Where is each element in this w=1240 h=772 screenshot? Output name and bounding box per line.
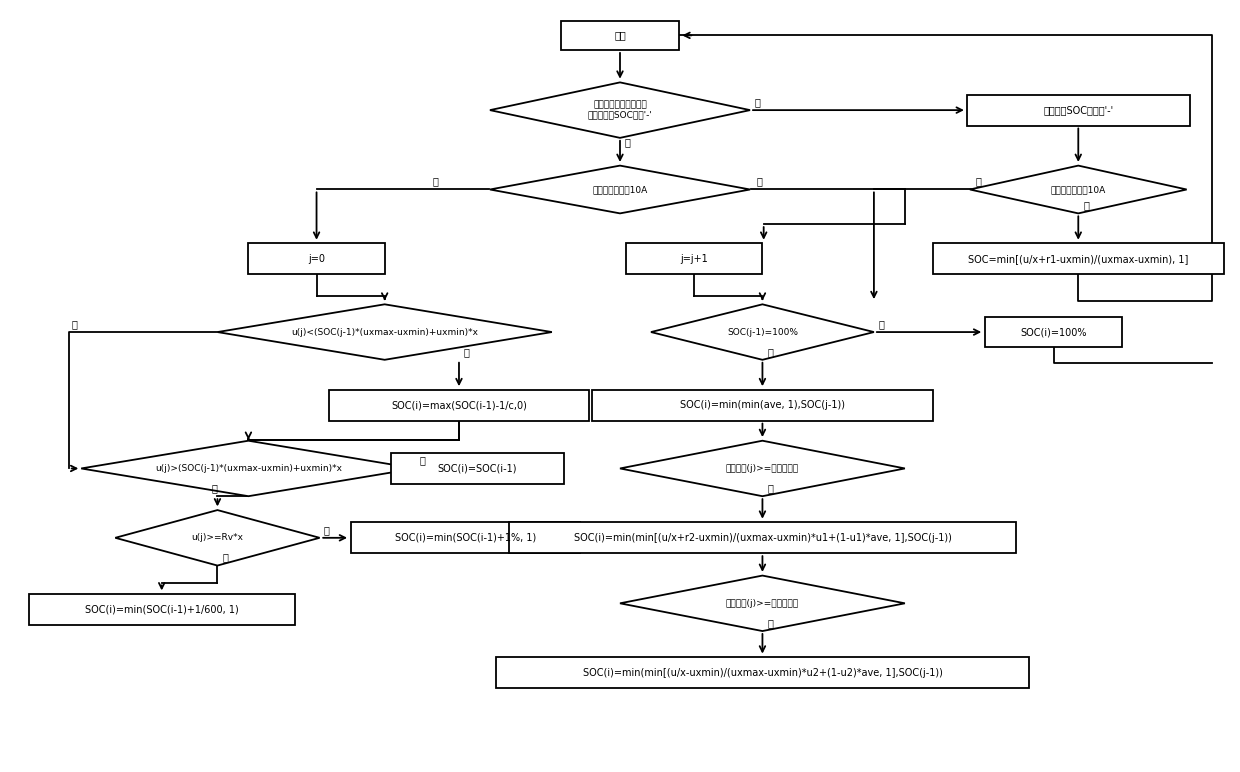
FancyBboxPatch shape [986,317,1122,347]
Polygon shape [651,304,874,360]
Text: 累加次数(j)>=第二阈段值: 累加次数(j)>=第二阈段值 [725,599,799,608]
Text: u(j)>=Rv*x: u(j)>=Rv*x [191,533,243,542]
Text: 是: 是 [756,177,763,186]
Polygon shape [490,166,750,213]
Text: 是: 是 [464,347,470,357]
Text: 是: 是 [755,97,761,107]
Polygon shape [81,441,415,496]
FancyBboxPatch shape [351,523,580,554]
FancyBboxPatch shape [391,453,564,484]
Text: u(j)<(SOC(j-1)*(uxmax-uxmin)+uxmin)*x: u(j)<(SOC(j-1)*(uxmax-uxmin)+uxmin)*x [291,327,479,337]
Text: 是: 是 [768,618,774,628]
Text: 是: 是 [324,525,330,535]
Text: SOC(i)=min(SOC(i-1)+1%, 1): SOC(i)=min(SOC(i-1)+1%, 1) [394,533,536,543]
FancyBboxPatch shape [496,657,1029,688]
FancyBboxPatch shape [248,243,384,274]
Text: 否: 否 [419,455,425,466]
FancyBboxPatch shape [593,390,932,421]
Text: 否: 否 [222,553,228,563]
Text: SOC(i)=min(SOC(i-1)+1/600, 1): SOC(i)=min(SOC(i-1)+1/600, 1) [84,604,238,615]
Text: 否: 否 [433,177,439,186]
Polygon shape [620,441,905,496]
Text: SOC(i)=min(min[(u/x-uxmin)/(uxmax-uxmin)*u2+(1-u2)*ave, 1],SOC(j-1)): SOC(i)=min(min[(u/x-uxmin)/(uxmax-uxmin)… [583,668,942,678]
FancyBboxPatch shape [932,243,1224,274]
FancyBboxPatch shape [562,21,678,50]
Text: SOC(i)=SOC(i-1): SOC(i)=SOC(i-1) [438,463,517,473]
Text: SOC(i)=max(SOC(i-1)-1/c,0): SOC(i)=max(SOC(i-1)-1/c,0) [391,400,527,410]
Text: 无需计算SOC，显示'-': 无需计算SOC，显示'-' [1043,105,1114,115]
Text: u(j)>(SOC(j-1)*(uxmax-uxmin)+uxmin)*x: u(j)>(SOC(j-1)*(uxmax-uxmin)+uxmin)*x [155,464,342,473]
Polygon shape [490,83,750,138]
Text: j=0: j=0 [308,254,325,264]
Text: SOC(j-1)=100%: SOC(j-1)=100% [727,327,799,337]
Text: j=j+1: j=j+1 [681,254,708,264]
Polygon shape [115,510,320,566]
Text: SOC(i)=100%: SOC(i)=100% [1021,327,1086,337]
Text: 是否首次上电或取数据
或上传数据SOC显示'-': 是否首次上电或取数据 或上传数据SOC显示'-' [588,100,652,120]
Polygon shape [217,304,552,360]
Text: 电流绝对值小于10A: 电流绝对值小于10A [1050,185,1106,194]
Text: 开始: 开始 [614,30,626,40]
Text: 是: 是 [1084,200,1089,210]
Text: 否: 否 [768,347,774,357]
Text: 是: 是 [768,483,774,493]
Text: 是: 是 [879,319,885,329]
Text: SOC=min[(u/x+r1-uxmin)/(uxmax-uxmin), 1]: SOC=min[(u/x+r1-uxmin)/(uxmax-uxmin), 1] [968,254,1188,264]
Polygon shape [970,166,1187,213]
Text: 电流绝对值小于10A: 电流绝对值小于10A [593,185,647,194]
Text: 否: 否 [71,319,77,329]
Text: 否: 否 [976,177,981,186]
FancyBboxPatch shape [508,523,1017,554]
Polygon shape [620,576,905,631]
Text: SOC(i)=min(min(ave, 1),SOC(j-1)): SOC(i)=min(min(ave, 1),SOC(j-1)) [680,400,844,410]
FancyBboxPatch shape [29,594,295,625]
FancyBboxPatch shape [626,243,763,274]
Text: 否: 否 [625,137,631,147]
FancyBboxPatch shape [329,390,589,421]
Text: 是: 是 [211,483,217,493]
Text: SOC(i)=min(min[(u/x+r2-uxmin)/(uxmax-uxmin)*u1+(1-u1)*ave, 1],SOC(j-1)): SOC(i)=min(min[(u/x+r2-uxmin)/(uxmax-uxm… [574,533,951,543]
Text: 累加次数(j)>=第一阈段值: 累加次数(j)>=第一阈段值 [725,464,799,473]
FancyBboxPatch shape [967,95,1189,126]
